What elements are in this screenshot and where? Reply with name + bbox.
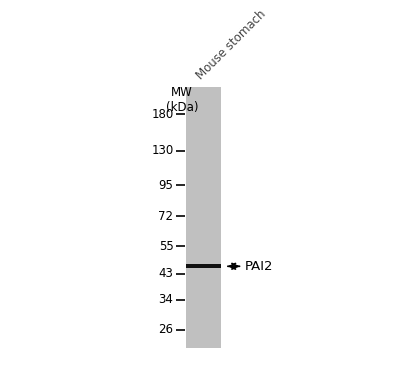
Text: 72: 72 bbox=[158, 210, 173, 223]
Bar bbox=[186, 264, 220, 268]
Text: MW
(kDa): MW (kDa) bbox=[165, 86, 198, 114]
Bar bbox=[186, 87, 220, 349]
Text: 26: 26 bbox=[158, 323, 173, 336]
Text: 34: 34 bbox=[158, 294, 173, 306]
Text: 55: 55 bbox=[158, 240, 173, 253]
Text: PAI2: PAI2 bbox=[244, 260, 272, 273]
Text: 95: 95 bbox=[158, 179, 173, 192]
Text: 130: 130 bbox=[151, 144, 173, 157]
Text: 43: 43 bbox=[158, 267, 173, 280]
Text: 180: 180 bbox=[151, 108, 173, 121]
Text: Mouse stomach: Mouse stomach bbox=[194, 8, 268, 83]
